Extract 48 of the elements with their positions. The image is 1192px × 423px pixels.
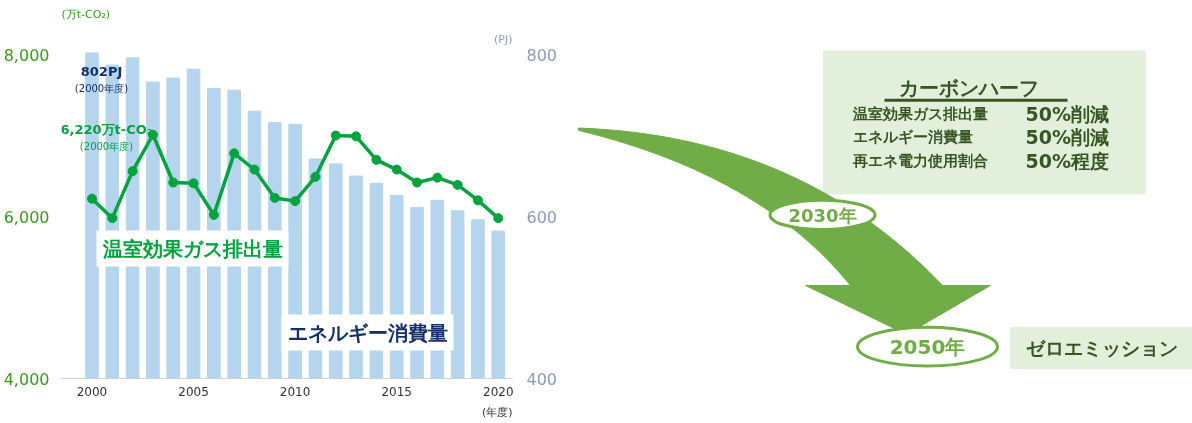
text: 再エネ電力使用割合	[851, 151, 988, 170]
point	[391, 164, 402, 175]
x-tick-label: 2020	[483, 384, 514, 399]
point	[86, 193, 97, 204]
point	[290, 196, 301, 207]
x-tick-label: 2015	[381, 384, 412, 399]
text: 2030年	[788, 205, 857, 227]
point	[229, 148, 240, 159]
x-tick-label: 2005	[178, 384, 209, 399]
point	[310, 171, 321, 182]
point	[432, 172, 443, 183]
text: エネルギー消費量	[852, 128, 973, 147]
point	[472, 195, 483, 206]
text: 50%程度	[1025, 149, 1109, 172]
annotation: 6,220万t-CO₂ (2000年度)	[60, 121, 153, 152]
y-axis-title: (万t-CO₂)	[61, 7, 111, 21]
annotation: 802PJ (2000年度)	[74, 63, 129, 94]
point	[269, 192, 280, 203]
text: 50%削減	[1025, 103, 1109, 126]
point	[330, 130, 341, 141]
x-tick-label: 2010	[279, 384, 311, 399]
point	[107, 213, 118, 224]
y2-axis-title: (PJ)	[494, 32, 513, 46]
point	[188, 178, 199, 189]
point	[127, 166, 138, 177]
point	[168, 177, 179, 188]
text: 2050年	[889, 335, 966, 360]
x-axis-title: (年度)	[481, 405, 513, 419]
y2-tick-label: 400	[526, 369, 558, 389]
x-tick-label: 2000	[76, 384, 108, 399]
text: カーボンハーフ	[898, 75, 1039, 100]
point	[493, 213, 504, 224]
point	[452, 179, 463, 190]
text: ゼロエミッション	[1025, 337, 1178, 360]
series-label: エネルギー消費量	[287, 320, 448, 345]
y-tick-label: 6,000	[3, 207, 50, 227]
point	[208, 209, 219, 220]
y2-tick-label: 600	[526, 207, 558, 227]
y-tick-label: 4,000	[3, 369, 50, 389]
point	[371, 154, 382, 165]
text: 温室効果ガス排出量	[851, 105, 988, 124]
y-tick-label: 8,000	[3, 45, 50, 65]
point	[412, 177, 423, 188]
text: 50%削減	[1025, 126, 1109, 149]
point	[351, 131, 362, 142]
y2-tick-label: 800	[526, 45, 558, 65]
point	[249, 164, 260, 175]
series-label: 温室効果ガス排出量	[101, 236, 283, 261]
